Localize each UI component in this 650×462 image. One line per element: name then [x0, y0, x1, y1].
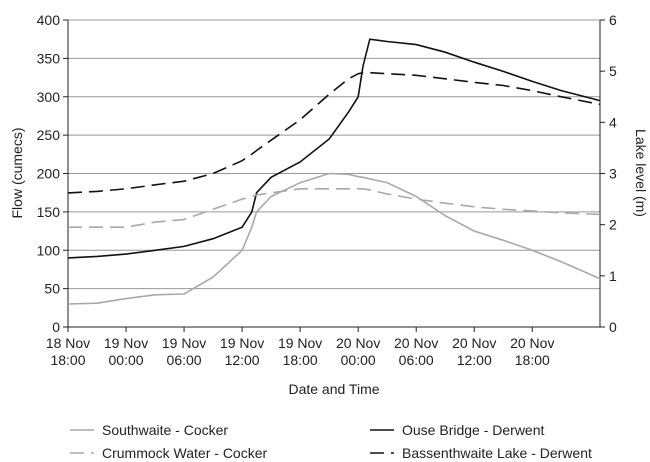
y2-tick-label: 1	[609, 268, 617, 284]
y-axis-title: Flow (cumecs)	[9, 127, 25, 218]
x-tick-label: 20 Nov 18:00	[510, 335, 555, 368]
y2-tick-label: 4	[609, 114, 617, 130]
series-line	[67, 71, 601, 194]
y2-tick-label: 0	[609, 319, 617, 335]
y-tick-label: 150	[37, 204, 61, 220]
series-line	[67, 172, 601, 305]
y2-tick-label: 6	[609, 12, 617, 28]
y-tick-label: 100	[37, 242, 61, 258]
y-tick-label: 200	[37, 166, 61, 182]
legend-label: Bassenthwaite Lake - Derwent	[402, 445, 592, 461]
x-tick-label: 19 Nov 12:00	[219, 335, 265, 368]
legend-label: Ouse Bridge - Derwent	[402, 422, 545, 438]
x-tick-label: 20 Nov 06:00	[394, 335, 439, 368]
y2-axis-title: Lake level (m)	[633, 129, 649, 217]
y2-tick-label: 5	[609, 63, 617, 79]
y-tick-label: 400	[37, 12, 61, 28]
y2-tick-label: 3	[609, 166, 617, 182]
series-line	[68, 188, 601, 228]
series-line	[67, 38, 601, 259]
x-tick-label: 19 Nov 00:00	[103, 335, 149, 368]
y-tick-label: 350	[37, 50, 61, 66]
x-tick-label: 20 Nov 12:00	[452, 335, 497, 368]
x-axis-title: Date and Time	[288, 381, 379, 397]
x-tick-label: 19 Nov 18:00	[277, 335, 323, 368]
x-tick-label: 19 Nov 06:00	[161, 335, 207, 368]
y2-tick-label: 2	[609, 217, 617, 233]
legend-label: Southwaite - Cocker	[102, 422, 228, 438]
y-tick-label: 300	[37, 89, 61, 105]
x-tick-label: 20 Nov 00:00	[335, 335, 381, 368]
y-tick-label: 50	[44, 281, 60, 297]
legend-label: Crummock Water - Cocker	[102, 445, 268, 461]
y-tick-label: 0	[52, 319, 60, 335]
y-tick-label: 250	[37, 127, 61, 143]
x-tick-label: 18 Nov 18:00	[45, 335, 91, 368]
